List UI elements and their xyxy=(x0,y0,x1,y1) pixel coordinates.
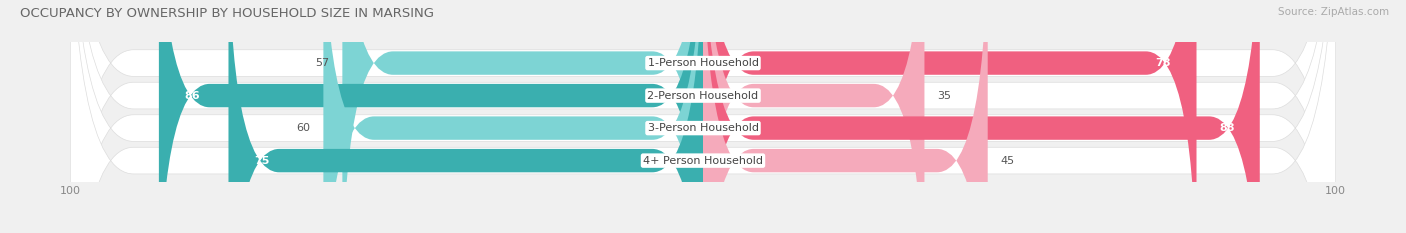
Text: 45: 45 xyxy=(1001,156,1015,166)
FancyBboxPatch shape xyxy=(228,0,703,233)
Text: 35: 35 xyxy=(938,91,950,101)
FancyBboxPatch shape xyxy=(159,0,703,233)
Legend: Owner-occupied, Renter-occupied: Owner-occupied, Renter-occupied xyxy=(581,230,825,233)
Text: 88: 88 xyxy=(1219,123,1234,133)
Text: 78: 78 xyxy=(1156,58,1171,68)
Text: 1-Person Household: 1-Person Household xyxy=(648,58,758,68)
FancyBboxPatch shape xyxy=(70,0,1336,233)
FancyBboxPatch shape xyxy=(70,0,1336,233)
Text: 2-Person Household: 2-Person Household xyxy=(647,91,759,101)
Text: Source: ZipAtlas.com: Source: ZipAtlas.com xyxy=(1278,7,1389,17)
FancyBboxPatch shape xyxy=(703,0,987,233)
FancyBboxPatch shape xyxy=(70,0,1336,233)
FancyBboxPatch shape xyxy=(342,0,703,233)
FancyBboxPatch shape xyxy=(70,0,1336,233)
Text: 3-Person Household: 3-Person Household xyxy=(648,123,758,133)
Text: 86: 86 xyxy=(184,91,200,101)
Text: 57: 57 xyxy=(315,58,329,68)
FancyBboxPatch shape xyxy=(323,0,703,233)
FancyBboxPatch shape xyxy=(703,0,1260,233)
Text: OCCUPANCY BY OWNERSHIP BY HOUSEHOLD SIZE IN MARSING: OCCUPANCY BY OWNERSHIP BY HOUSEHOLD SIZE… xyxy=(20,7,433,20)
FancyBboxPatch shape xyxy=(703,0,1197,233)
FancyBboxPatch shape xyxy=(703,0,925,233)
Text: 4+ Person Household: 4+ Person Household xyxy=(643,156,763,166)
Text: 75: 75 xyxy=(253,156,269,166)
Text: 60: 60 xyxy=(297,123,311,133)
